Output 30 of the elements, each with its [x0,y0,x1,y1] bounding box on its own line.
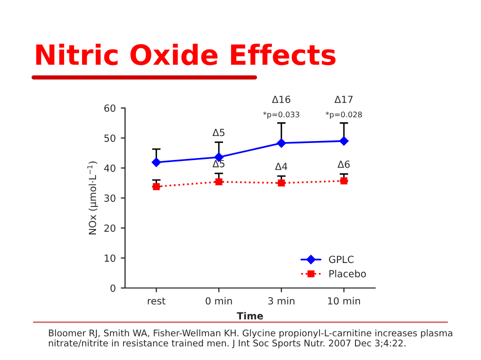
point [278,180,285,186]
annotation: Δ16 [272,96,290,104]
chart-title: Nitric Oxide Effects [36,44,336,66]
y-tick-label: 10 [104,254,116,262]
legend-label: GPLC [329,256,354,264]
annotation: Δ6 [338,160,350,168]
annotation: Δ17 [334,96,353,103]
point [340,177,348,184]
annotation: Δ5 [212,160,224,168]
y-tick-label: 30 [104,194,116,202]
point [215,178,222,186]
legend-label: Placebo [329,270,366,278]
x-axis-title: Time [236,312,263,320]
point [152,158,161,167]
text: Bloomer RJ, Smith WA, Fisher-Wellman KH. Glycine propionyl-L-carnitine increases plasma nitrate/nitrite in resistance trained men. J Int Soc Sports Nutr. 2007 Dec 3;4:22. [48,329,452,348]
x-tick-label: 3 min [268,297,294,305]
y-tick-label: 40 [104,164,116,172]
y-tick-label: 60 [104,104,116,112]
annotation: Δ5 [212,128,224,136]
y-tick-label: 20 [104,224,116,232]
y-tick-label: 50 [104,134,116,142]
x-tick-label: rest [148,298,166,305]
x-tick-label: 10 min [328,297,360,305]
point [339,136,349,146]
point [152,183,160,190]
x-tick-label: 0 min [206,297,232,305]
annotation: Δ4 [275,162,288,170]
point [276,138,286,148]
y-axis-title: NOx (µmol·L$^{−1}$) [87,162,98,234]
y-tick-label: 0 [110,284,116,292]
